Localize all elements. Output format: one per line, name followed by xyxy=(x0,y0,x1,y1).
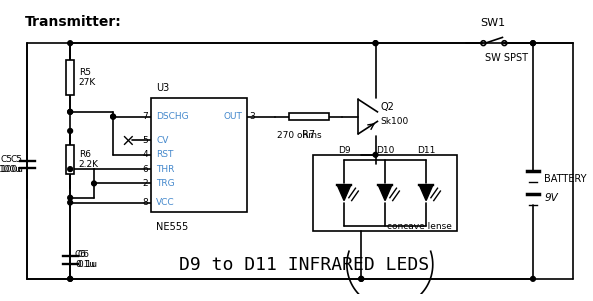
Bar xyxy=(314,155,457,231)
Text: Transmitter:: Transmitter: xyxy=(25,14,122,29)
Text: THR: THR xyxy=(156,165,174,174)
Text: C6
0.1u: C6 0.1u xyxy=(75,250,95,269)
Text: D9: D9 xyxy=(338,146,350,155)
Circle shape xyxy=(68,200,72,205)
Text: CV: CV xyxy=(156,136,168,145)
Text: D10: D10 xyxy=(376,146,394,155)
Bar xyxy=(151,98,247,212)
Text: TRG: TRG xyxy=(156,179,175,188)
Circle shape xyxy=(68,110,72,114)
Text: 3: 3 xyxy=(250,112,256,121)
Text: NE555: NE555 xyxy=(156,222,189,231)
Bar xyxy=(66,145,74,174)
Circle shape xyxy=(68,41,72,45)
Text: BATTERY: BATTERY xyxy=(544,174,587,184)
Text: VCC: VCC xyxy=(156,198,175,207)
Text: RST: RST xyxy=(156,150,173,159)
Text: SW SPST: SW SPST xyxy=(485,53,528,63)
Circle shape xyxy=(111,114,116,119)
Text: 8: 8 xyxy=(143,198,148,207)
Text: U3: U3 xyxy=(156,83,169,93)
Circle shape xyxy=(373,41,378,45)
Text: C5
100u: C5 100u xyxy=(1,155,24,174)
Circle shape xyxy=(68,129,72,133)
Text: concave lense: concave lense xyxy=(387,222,452,231)
Text: R7: R7 xyxy=(302,130,315,140)
Circle shape xyxy=(92,181,97,186)
Circle shape xyxy=(373,152,378,157)
Text: 9V: 9V xyxy=(544,193,558,203)
Text: D11: D11 xyxy=(417,146,435,155)
Text: C5
100u: C5 100u xyxy=(0,155,23,174)
Text: OUT: OUT xyxy=(223,112,242,121)
Text: 6: 6 xyxy=(143,165,148,174)
Text: SW1: SW1 xyxy=(480,18,506,28)
Polygon shape xyxy=(419,185,433,200)
Text: 4: 4 xyxy=(143,150,148,159)
Circle shape xyxy=(359,276,364,281)
Text: 5: 5 xyxy=(143,136,148,145)
Circle shape xyxy=(68,276,72,281)
Text: R6
2.2K: R6 2.2K xyxy=(79,150,99,169)
Circle shape xyxy=(531,41,535,45)
Circle shape xyxy=(68,110,72,114)
Bar xyxy=(66,60,74,95)
Circle shape xyxy=(531,276,535,281)
Polygon shape xyxy=(337,185,350,200)
Circle shape xyxy=(68,167,72,172)
Text: 2: 2 xyxy=(143,179,148,188)
Text: DSCHG: DSCHG xyxy=(156,112,189,121)
Circle shape xyxy=(531,41,535,45)
Text: Q2: Q2 xyxy=(380,102,394,112)
Circle shape xyxy=(68,276,72,281)
Circle shape xyxy=(111,114,116,119)
Circle shape xyxy=(373,41,378,45)
Text: R5
27K: R5 27K xyxy=(79,68,96,87)
Circle shape xyxy=(68,195,72,200)
Text: D9 to D11 INFRARED LEDS: D9 to D11 INFRARED LEDS xyxy=(179,256,429,274)
Text: Sk100: Sk100 xyxy=(380,117,409,126)
Text: 270 ohms: 270 ohms xyxy=(277,131,321,140)
Bar xyxy=(289,113,329,120)
Polygon shape xyxy=(378,185,392,200)
Text: 7: 7 xyxy=(143,112,148,121)
Text: C6
0.1u: C6 0.1u xyxy=(78,250,98,269)
Circle shape xyxy=(359,276,364,281)
